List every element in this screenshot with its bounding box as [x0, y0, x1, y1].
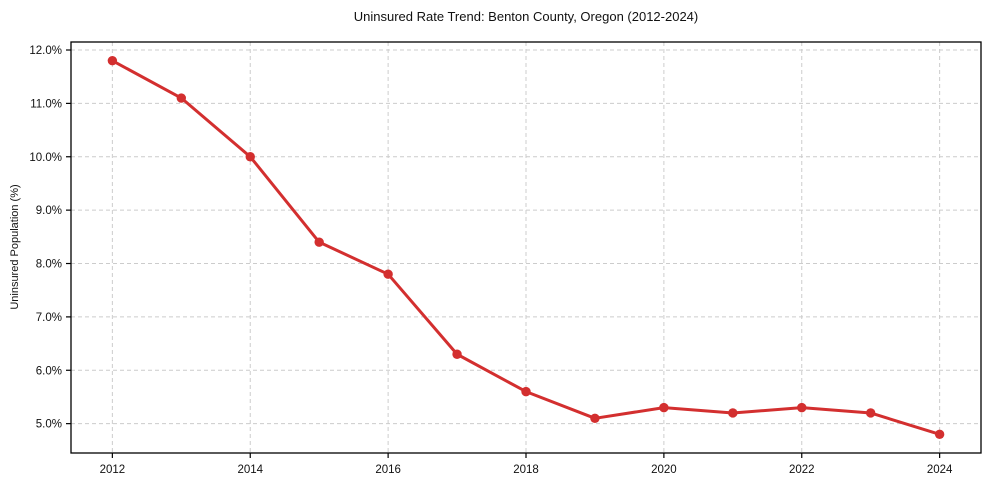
x-tick-label: 2024 [927, 464, 953, 476]
x-tick-label: 2014 [237, 464, 263, 476]
data-point [590, 413, 600, 424]
y-tick-label: 6.0% [36, 365, 62, 377]
plot-frame [70, 41, 982, 454]
x-tick-label: 2016 [375, 464, 401, 476]
data-point [314, 237, 324, 247]
y-tick-label: 8.0% [36, 259, 62, 271]
data-point [245, 152, 255, 162]
y-tick-label: 10.0% [29, 152, 62, 164]
x-tick-label: 2022 [789, 464, 815, 476]
x-tick-label: 2020 [651, 464, 677, 476]
y-tick-label: 12.0% [29, 45, 62, 57]
y-tick-label: 11.0% [30, 98, 62, 110]
data-point [728, 408, 738, 418]
x-tick-label: 2012 [100, 464, 126, 476]
data-point [452, 349, 462, 359]
y-tick-label: 9.0% [36, 205, 62, 217]
data-point [176, 93, 187, 103]
data-point [521, 386, 531, 397]
chart-title: Uninsured Rate Trend: Benton County, Ore… [353, 9, 699, 24]
data-point [865, 408, 876, 418]
data-point [383, 269, 393, 279]
y-tick-label: 5.0% [36, 419, 62, 431]
data-point [659, 402, 669, 413]
x-tick-label: 2018 [513, 464, 539, 476]
data-point [107, 55, 118, 66]
data-point [934, 429, 945, 440]
data-point [797, 402, 807, 413]
y-tick-label: 7.0% [36, 312, 62, 324]
